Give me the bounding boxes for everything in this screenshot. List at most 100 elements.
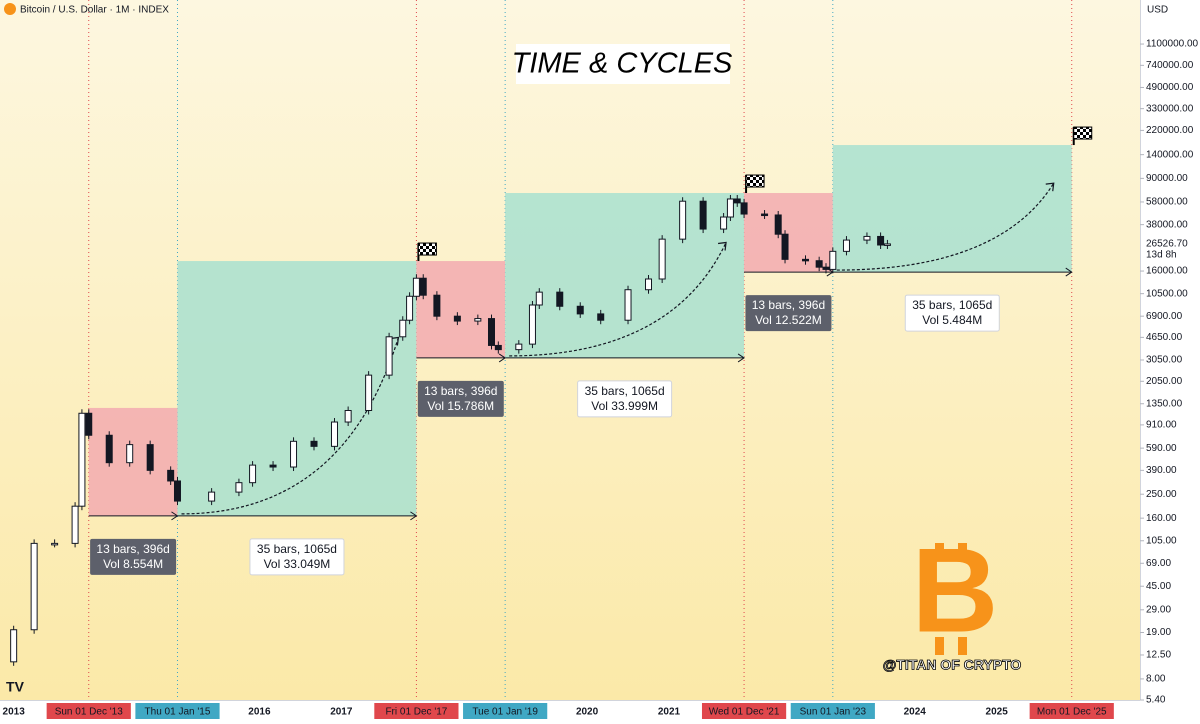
candle — [761, 213, 769, 217]
y-tick-label: 58000.00 — [1146, 197, 1188, 208]
y-tick-label: 590.00 — [1146, 443, 1177, 454]
candle — [78, 412, 86, 507]
flag — [417, 242, 437, 256]
candle — [126, 444, 134, 464]
candle — [30, 542, 38, 631]
candle — [781, 233, 789, 260]
x-tick-highlight — [701, 703, 787, 719]
symbol-icon — [4, 3, 16, 15]
flag — [745, 174, 765, 188]
y-tick-label: 250.00 — [1146, 489, 1177, 500]
x-tick-label: Sun 01 Jan '23 — [800, 707, 867, 718]
candle — [624, 289, 632, 321]
range-arrowhead — [1065, 267, 1073, 277]
candle — [883, 243, 891, 246]
logo-bar — [935, 637, 944, 655]
candle — [385, 336, 393, 376]
candle — [494, 344, 502, 351]
range-arrowhead — [410, 511, 418, 521]
logo-bar — [958, 543, 967, 561]
price-axis — [1140, 0, 1200, 719]
title-box — [516, 44, 730, 84]
y-tick-label: 105.00 — [1146, 535, 1177, 546]
candle — [733, 198, 741, 204]
y-tick-label: 12.50 — [1146, 650, 1171, 661]
candle — [658, 238, 666, 280]
candle — [474, 318, 482, 322]
candle — [774, 214, 782, 235]
y-tick-label: 6900.00 — [1146, 311, 1183, 322]
candle — [406, 295, 414, 321]
y-tick-label: 29.00 — [1146, 604, 1171, 615]
candle — [105, 434, 113, 464]
x-tick-label: Wed 01 Dec '21 — [709, 707, 780, 718]
y-tick-label: 4650.00 — [1146, 332, 1183, 343]
candle — [528, 304, 536, 345]
candle — [51, 542, 59, 546]
range-label-box — [577, 380, 673, 418]
candle — [433, 294, 441, 317]
candle — [310, 440, 318, 447]
range-label-box — [745, 295, 832, 332]
range-label: 35 bars, 1065d — [585, 384, 665, 398]
range-arrowhead — [171, 511, 179, 521]
candle — [249, 464, 257, 484]
candle — [556, 291, 564, 307]
candle — [208, 491, 216, 502]
y-tick-label: 90000.00 — [1146, 173, 1188, 184]
trend-arrowhead — [390, 336, 400, 346]
candle — [365, 374, 373, 411]
flag — [1073, 126, 1093, 140]
y-tick-label: 490000.00 — [1146, 82, 1194, 93]
candle — [344, 409, 352, 423]
candle — [822, 266, 830, 270]
tv-logo: TV — [6, 679, 25, 695]
last-price-label: 26526.70 — [1146, 239, 1188, 250]
candle — [515, 343, 523, 351]
countdown: 13d 8h — [1146, 250, 1177, 261]
range-label-box — [249, 538, 345, 576]
candle — [597, 313, 605, 321]
candle — [453, 315, 461, 322]
range-volume: Vol 12.522M — [755, 313, 822, 327]
candle — [235, 482, 243, 493]
x-tick-label: Mon 01 Dec '25 — [1037, 707, 1107, 718]
range-arrowhead — [737, 353, 745, 363]
x-tick-label: Thu 01 Jan '15 — [145, 707, 211, 718]
range-label-box — [904, 294, 1000, 332]
range-label: 35 bars, 1065d — [257, 542, 337, 556]
candle — [269, 464, 277, 468]
candle — [290, 440, 298, 468]
symbol-title: Bitcoin / U.S. Dollar · 1M · INDEX — [20, 5, 169, 16]
trend-arrowhead — [1045, 182, 1055, 192]
range-label: 13 bars, 396d — [424, 384, 497, 398]
x-tick-highlight — [135, 703, 220, 719]
range-volume: Vol 33.999M — [591, 399, 658, 413]
y-tick-label: 740000.00 — [1146, 60, 1194, 71]
x-tick-label: 2016 — [248, 707, 271, 718]
y-tick-label: 2050.00 — [1146, 376, 1183, 387]
candle — [740, 202, 748, 215]
range-label-box — [90, 538, 177, 575]
trend-arrow — [181, 337, 399, 515]
logo-bar — [958, 637, 967, 655]
candle — [167, 469, 175, 482]
range-label: 13 bars, 396d — [96, 542, 169, 556]
candle — [720, 216, 728, 230]
y-tick-label: 10500.00 — [1146, 288, 1188, 299]
candle — [487, 318, 495, 346]
candle — [863, 235, 871, 241]
x-tick-highlight — [374, 703, 459, 719]
candle — [802, 258, 810, 262]
candle — [829, 250, 837, 270]
range-label-box — [417, 380, 504, 417]
candle — [399, 319, 407, 338]
y-tick-label: 5.40 — [1146, 695, 1166, 706]
x-tick-highlight — [46, 703, 131, 719]
range-volume: Vol 15.786M — [427, 399, 494, 413]
x-tick-label: 2024 — [904, 707, 927, 718]
y-tick-label: 390.00 — [1146, 465, 1177, 476]
candle — [576, 305, 584, 315]
y-tick-label: 8.00 — [1146, 674, 1166, 685]
